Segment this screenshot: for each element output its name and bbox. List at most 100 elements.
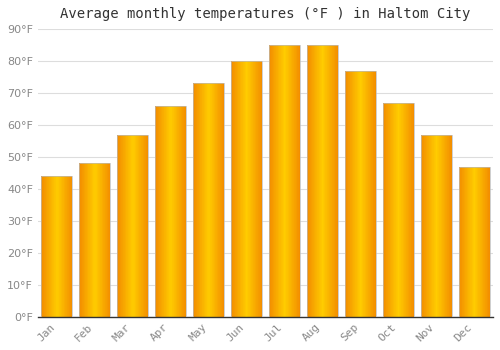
Bar [231, 61, 262, 317]
Bar [102, 163, 103, 317]
Bar [145, 134, 146, 317]
Bar [344, 71, 346, 317]
Bar [351, 71, 352, 317]
Bar [261, 61, 262, 317]
Bar [210, 83, 211, 317]
Bar [369, 71, 370, 317]
Bar [100, 163, 101, 317]
Bar [193, 83, 224, 317]
Bar [213, 83, 214, 317]
Bar [98, 163, 99, 317]
Bar [410, 103, 412, 317]
Bar [96, 163, 97, 317]
Bar [82, 163, 83, 317]
Bar [204, 83, 205, 317]
Bar [279, 45, 280, 317]
Bar [146, 134, 147, 317]
Bar [487, 167, 488, 317]
Bar [296, 45, 297, 317]
Bar [117, 134, 148, 317]
Bar [308, 45, 310, 317]
Bar [247, 61, 248, 317]
Bar [486, 167, 487, 317]
Bar [358, 71, 359, 317]
Bar [86, 163, 87, 317]
Bar [237, 61, 238, 317]
Bar [354, 71, 356, 317]
Bar [421, 134, 422, 317]
Bar [193, 83, 194, 317]
Bar [322, 45, 323, 317]
Bar [199, 83, 200, 317]
Bar [94, 163, 96, 317]
Bar [382, 103, 384, 317]
Bar [451, 134, 452, 317]
Bar [477, 167, 478, 317]
Bar [104, 163, 106, 317]
Bar [450, 134, 451, 317]
Bar [249, 61, 250, 317]
Bar [315, 45, 316, 317]
Bar [41, 176, 42, 317]
Bar [330, 45, 331, 317]
Bar [312, 45, 313, 317]
Bar [88, 163, 89, 317]
Title: Average monthly temperatures (°F ) in Haltom City: Average monthly temperatures (°F ) in Ha… [60, 7, 470, 21]
Bar [239, 61, 240, 317]
Bar [41, 176, 72, 317]
Bar [134, 134, 135, 317]
Bar [260, 61, 261, 317]
Bar [178, 106, 180, 317]
Bar [462, 167, 463, 317]
Bar [470, 167, 471, 317]
Bar [118, 134, 119, 317]
Bar [117, 134, 148, 317]
Bar [168, 106, 170, 317]
Bar [361, 71, 362, 317]
Bar [307, 45, 338, 317]
Bar [135, 134, 136, 317]
Bar [350, 71, 351, 317]
Bar [234, 61, 236, 317]
Bar [314, 45, 315, 317]
Bar [372, 71, 374, 317]
Bar [181, 106, 182, 317]
Bar [259, 61, 260, 317]
Bar [212, 83, 213, 317]
Bar [58, 176, 59, 317]
Bar [443, 134, 444, 317]
Bar [440, 134, 441, 317]
Bar [444, 134, 445, 317]
Bar [184, 106, 185, 317]
Bar [458, 167, 490, 317]
Bar [476, 167, 477, 317]
Bar [160, 106, 162, 317]
Bar [344, 71, 376, 317]
Bar [432, 134, 433, 317]
Bar [370, 71, 371, 317]
Bar [353, 71, 354, 317]
Bar [136, 134, 137, 317]
Bar [335, 45, 336, 317]
Bar [155, 106, 186, 317]
Bar [55, 176, 56, 317]
Bar [405, 103, 406, 317]
Bar [484, 167, 486, 317]
Bar [318, 45, 319, 317]
Bar [294, 45, 295, 317]
Bar [97, 163, 98, 317]
Bar [138, 134, 139, 317]
Bar [129, 134, 130, 317]
Bar [196, 83, 198, 317]
Bar [402, 103, 403, 317]
Bar [163, 106, 164, 317]
Bar [156, 106, 157, 317]
Bar [289, 45, 290, 317]
Bar [165, 106, 166, 317]
Bar [409, 103, 410, 317]
Bar [286, 45, 287, 317]
Bar [324, 45, 325, 317]
Bar [84, 163, 85, 317]
Bar [481, 167, 482, 317]
Bar [257, 61, 258, 317]
